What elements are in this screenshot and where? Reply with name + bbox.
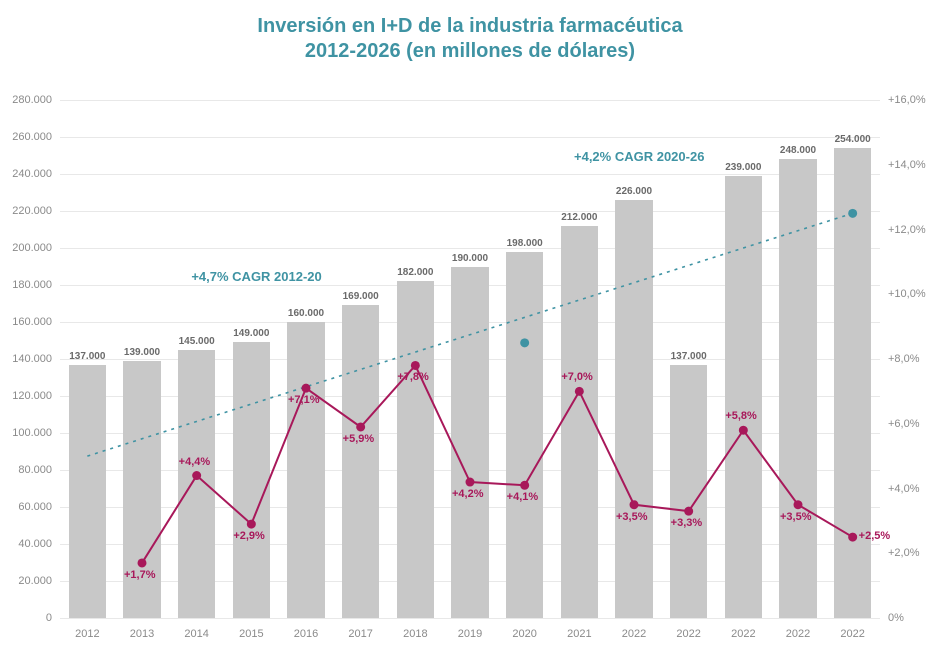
y-left-tick-label: 0 [46, 612, 52, 624]
growth-marker [138, 558, 147, 567]
growth-marker [848, 533, 857, 542]
y-left-tick-label: 40.000 [18, 538, 52, 550]
y-left-tick-label: 200.000 [12, 242, 52, 254]
y-left-tick-label: 80.000 [18, 464, 52, 476]
growth-marker [192, 471, 201, 480]
y-left-tick-label: 160.000 [12, 316, 52, 328]
growth-point-label: +7,8% [397, 371, 429, 383]
growth-point-label: +2,9% [233, 530, 265, 542]
plot-area: 020.00040.00060.00080.000100.000120.0001… [60, 100, 880, 618]
growth-marker [630, 500, 639, 509]
title-line-1: Inversión en I+D de la industria farmacé… [0, 14, 940, 39]
growth-marker [356, 422, 365, 431]
growth-marker [739, 426, 748, 435]
annotation-label: +4,2% CAGR 2020-26 [574, 149, 704, 164]
x-tick-label: 2020 [512, 628, 536, 640]
growth-marker [466, 478, 475, 487]
growth-point-label: +4,1% [507, 491, 539, 503]
growth-marker [520, 481, 529, 490]
growth-point-label: +5,8% [725, 410, 757, 422]
annotation-label: +4,7% CAGR 2012-20 [191, 269, 321, 284]
y-left-tick-label: 240.000 [12, 168, 52, 180]
x-tick-label: 2022 [676, 628, 700, 640]
growth-marker [684, 507, 693, 516]
x-tick-label: 2016 [294, 628, 318, 640]
y-left-tick-label: 220.000 [12, 205, 52, 217]
y-right-tick-label: +12,0% [888, 224, 926, 236]
x-tick-label: 2018 [403, 628, 427, 640]
chart-title: Inversión en I+D de la industria farmacé… [0, 0, 940, 64]
x-tick-label: 2022 [786, 628, 810, 640]
y-left-tick-label: 180.000 [12, 279, 52, 291]
growth-point-label: +5,9% [343, 433, 375, 445]
growth-point-label: +1,7% [124, 569, 156, 581]
x-tick-label: 2022 [622, 628, 646, 640]
y-right-tick-label: +10,0% [888, 288, 926, 300]
y-right-tick-label: +6,0% [888, 418, 920, 430]
growth-marker [302, 384, 311, 393]
y-left-tick-label: 280.000 [12, 94, 52, 106]
growth-point-label: +3,5% [780, 511, 812, 523]
y-right-tick-label: +14,0% [888, 159, 926, 171]
growth-marker [411, 361, 420, 370]
y-right-tick-label: +8,0% [888, 353, 920, 365]
x-tick-label: 2021 [567, 628, 591, 640]
trend-marker [848, 209, 857, 218]
growth-marker [794, 500, 803, 509]
x-tick-label: 2013 [130, 628, 154, 640]
growth-marker [247, 520, 256, 529]
growth-point-label: +4,4% [179, 456, 211, 468]
y-left-tick-label: 140.000 [12, 353, 52, 365]
growth-point-label: +3,5% [616, 511, 648, 523]
x-tick-label: 2012 [75, 628, 99, 640]
y-left-tick-label: 100.000 [12, 427, 52, 439]
overlay-svg [60, 100, 880, 618]
y-left-tick-label: 120.000 [12, 390, 52, 402]
title-line-2: 2012-2026 (en millones de dólares) [0, 39, 940, 64]
y-left-tick-label: 20.000 [18, 575, 52, 587]
y-right-tick-label: +4,0% [888, 483, 920, 495]
growth-marker [575, 387, 584, 396]
growth-point-label: +4,2% [452, 488, 484, 500]
y-right-tick-label: +16,0% [888, 94, 926, 106]
growth-point-label: +3,3% [671, 517, 703, 529]
trend-marker [520, 338, 529, 347]
y-left-tick-label: 260.000 [12, 131, 52, 143]
x-tick-label: 2017 [348, 628, 372, 640]
y-right-tick-label: +2,0% [888, 547, 920, 559]
x-tick-label: 2015 [239, 628, 263, 640]
x-tick-label: 2022 [840, 628, 864, 640]
chart-container: Inversión en I+D de la industria farmacé… [0, 0, 940, 658]
grid-line [60, 618, 880, 619]
growth-point-label: +7,0% [561, 371, 593, 383]
y-left-tick-label: 60.000 [18, 501, 52, 513]
growth-point-label: +2,5% [859, 530, 891, 542]
growth-point-label: +7,1% [288, 394, 320, 406]
x-tick-label: 2019 [458, 628, 482, 640]
x-tick-label: 2022 [731, 628, 755, 640]
x-tick-label: 2014 [184, 628, 208, 640]
y-right-tick-label: 0% [888, 612, 904, 624]
